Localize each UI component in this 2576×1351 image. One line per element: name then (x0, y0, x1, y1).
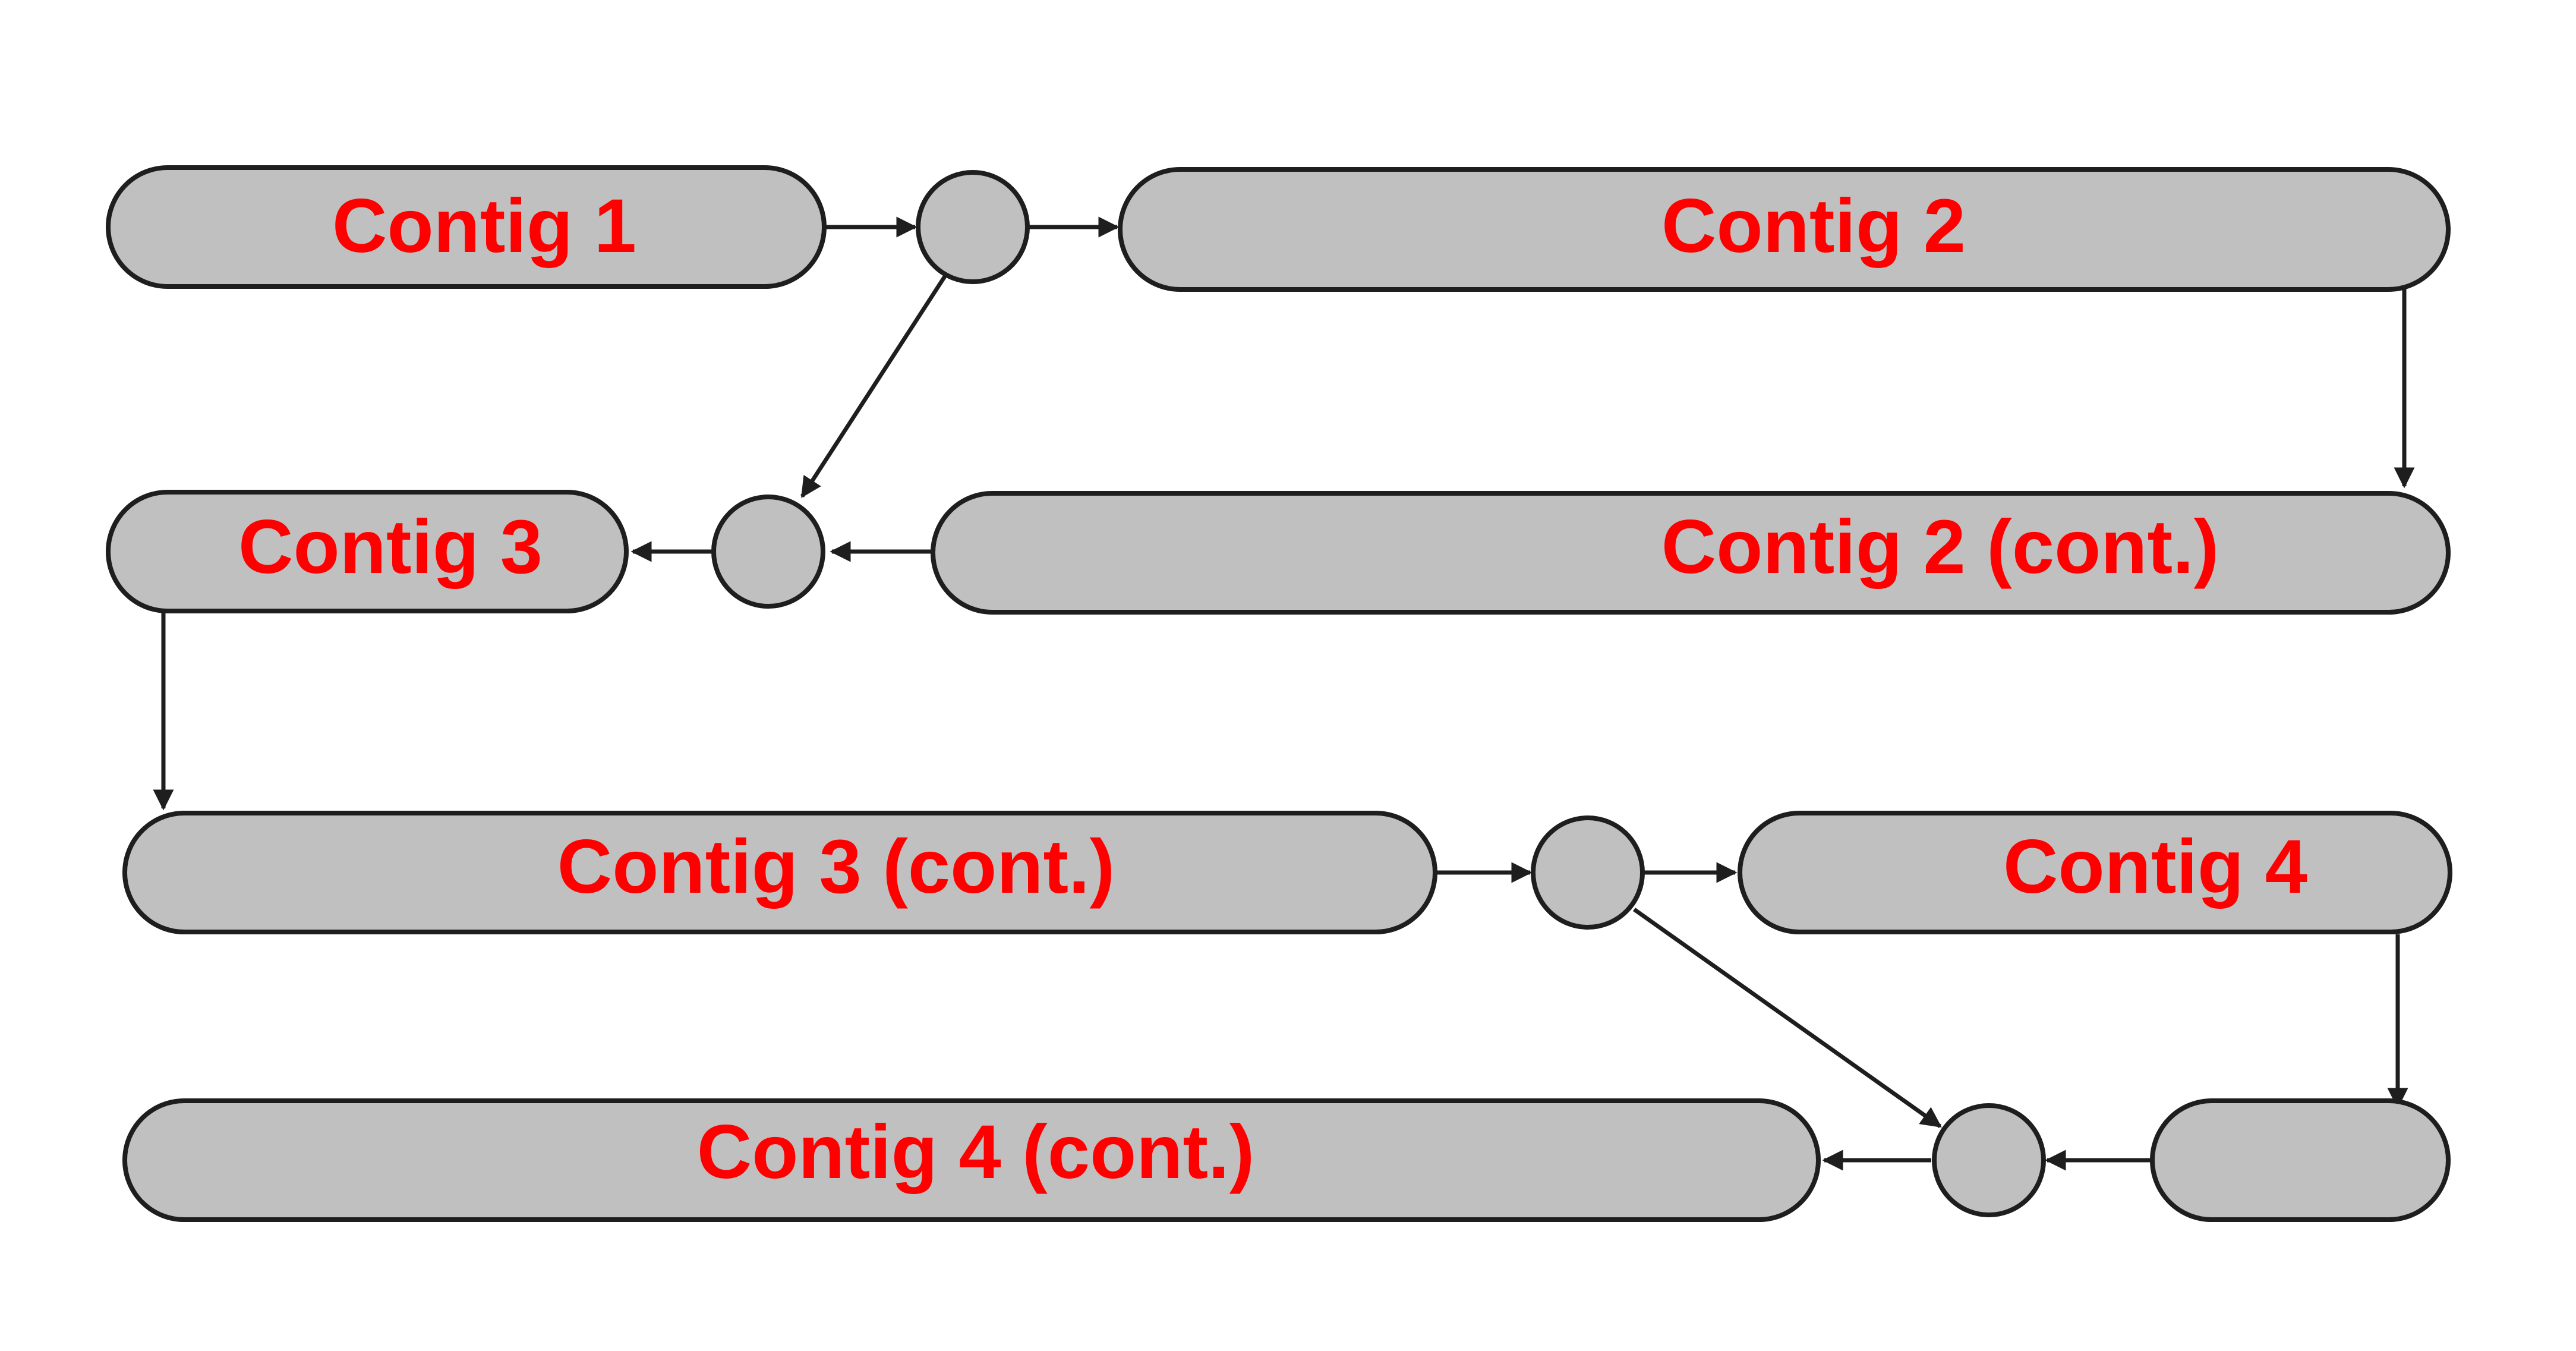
contig-2-label: Contig 2 (1661, 184, 1966, 269)
junction-node-2 (711, 495, 825, 609)
contig-1-bar (106, 165, 827, 289)
contig-4-label: Contig 4 (2003, 824, 2307, 909)
contig-3-label: Contig 3 (238, 505, 543, 590)
junction-node-4 (1932, 1103, 2046, 1217)
edge-node1-to-node2 (800, 275, 947, 498)
edge-node3-to-node4 (1632, 908, 1942, 1128)
contig-2-cont-label: Contig 2 (cont.) (1661, 505, 2219, 590)
contig-4-cont-bar (122, 1098, 1821, 1222)
contig-2-cont-bar (931, 491, 2451, 615)
junction-node-1 (916, 170, 1030, 284)
contig-3-bar (106, 490, 629, 613)
contig-1-label: Contig 1 (332, 184, 636, 269)
contig-2-bar (1118, 167, 2451, 292)
contig-3-cont-label: Contig 3 (cont.) (557, 824, 1115, 909)
junction-node-3 (1531, 815, 1645, 930)
contig-3-cont-bar (122, 811, 1437, 934)
contig-4-bar (1738, 811, 2452, 934)
contig-4-tail-bar (2150, 1098, 2451, 1222)
contig-4-cont-label: Contig 4 (cont.) (697, 1110, 1255, 1195)
